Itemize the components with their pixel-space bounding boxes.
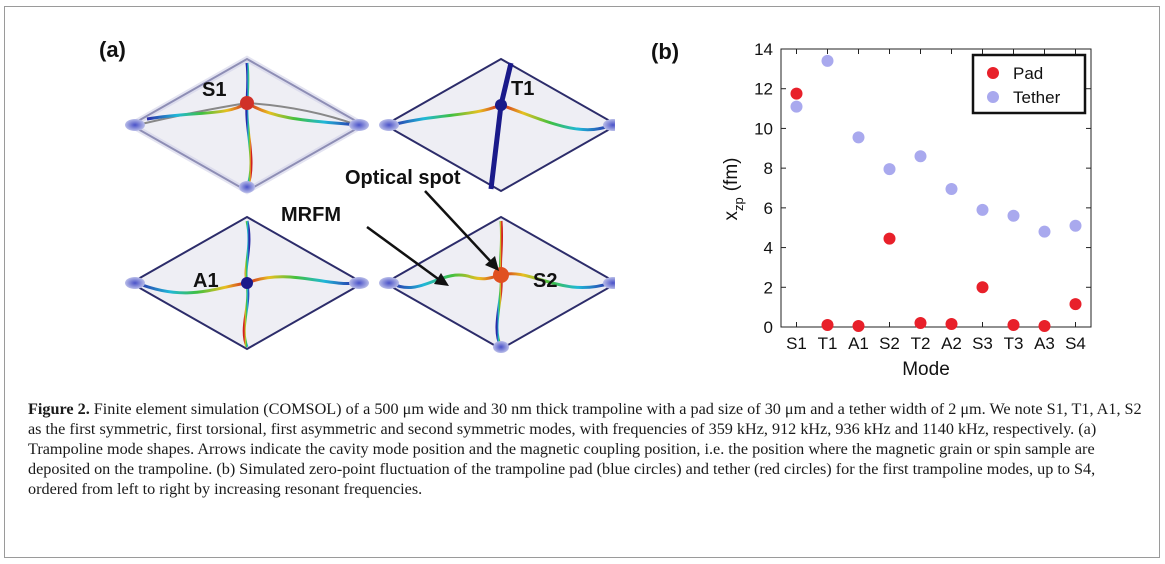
data-point-pad xyxy=(883,232,896,245)
x-tick-label: S4 xyxy=(1065,334,1086,353)
data-point-tether xyxy=(976,203,989,216)
data-point-tether xyxy=(914,150,927,163)
mode-label-t1: T1 xyxy=(511,78,534,100)
y-tick-label: 12 xyxy=(754,80,773,99)
data-point-pad xyxy=(914,317,927,330)
panel-a-mode-shapes: (a) S1 T1 xyxy=(99,37,615,353)
legend-marker-tether xyxy=(987,91,999,103)
data-point-tether xyxy=(883,163,896,176)
data-point-pad xyxy=(1038,320,1051,333)
data-point-pad xyxy=(852,320,865,333)
figure-caption: Figure 2. Finite element simulation (COM… xyxy=(28,399,1143,499)
figure-frame: (a) S1 T1 xyxy=(4,6,1160,558)
y-axis-label-main: x xyxy=(721,211,742,221)
data-point-pad xyxy=(821,319,834,332)
data-point-pad xyxy=(976,281,989,294)
arrow-optical-spot xyxy=(424,190,499,271)
data-point-tether xyxy=(852,131,865,144)
y-tick-label: 14 xyxy=(754,40,773,59)
panel-b-chart: (b) xzp (fm) Mode 0 2 4 6 8 10 12 14 S1 T1 A1 S2 T2 A2… xyxy=(651,39,1092,380)
y-tick-label: 0 xyxy=(764,318,773,337)
y-tick-label: 2 xyxy=(764,278,773,297)
data-point-tether xyxy=(945,182,958,195)
data-point-tether xyxy=(821,54,834,67)
x-axis-label: Mode xyxy=(902,359,950,380)
data-point-tether xyxy=(1038,225,1051,238)
svg-text:xzp(fm): xzp (fm) xyxy=(721,158,746,221)
y-tick-label: 4 xyxy=(764,239,773,258)
y-axis-label-unit: (fm) xyxy=(721,158,742,192)
panel-b-label: (b) xyxy=(651,39,679,64)
x-tick-label: S3 xyxy=(972,334,993,353)
x-tick-label: T3 xyxy=(1004,334,1024,353)
y-axis-label: xzp (fm) xyxy=(721,158,746,221)
data-point-tether xyxy=(1007,209,1020,222)
annotation-optical-spot: Optical spot xyxy=(345,167,461,189)
x-tick-label: S2 xyxy=(879,334,900,353)
x-tick-label: A2 xyxy=(941,334,962,353)
data-point-tether xyxy=(1069,219,1082,232)
plot-area-frame xyxy=(780,48,1092,328)
x-tick-label: S1 xyxy=(786,334,807,353)
legend-marker-pad xyxy=(987,67,999,79)
mode-label-s2: S2 xyxy=(533,270,557,292)
trampoline-a1: A1 xyxy=(125,215,369,351)
data-point-pad xyxy=(945,318,958,331)
y-tick-label: 10 xyxy=(754,119,773,138)
legend-label-pad: Pad xyxy=(1013,64,1043,83)
caption-text: Finite element simulation (COMSOL) of a … xyxy=(28,400,1142,498)
annotation-mrfm: MRFM xyxy=(281,204,341,226)
mode-label-s1: S1 xyxy=(202,79,226,101)
y-tick-label: 8 xyxy=(764,159,773,178)
panel-a-label: (a) xyxy=(99,37,126,62)
trampoline-t1: T1 xyxy=(379,57,615,193)
legend-box xyxy=(971,53,1087,115)
trampoline-s2: S2 xyxy=(379,215,615,353)
x-tick-label: T1 xyxy=(818,334,838,353)
arrow-mrfm xyxy=(366,225,449,286)
x-tick-label: A3 xyxy=(1034,334,1055,353)
data-point-pad xyxy=(1069,298,1082,311)
data-point-pad xyxy=(790,87,803,100)
y-axis-label-sub: zp xyxy=(731,197,746,211)
y-tick-label: 6 xyxy=(764,199,773,218)
data-point-tether xyxy=(790,100,803,113)
x-tick-label: T2 xyxy=(911,334,931,353)
caption-label: Figure 2. xyxy=(28,400,90,418)
legend-label-tether: Tether xyxy=(1013,88,1061,107)
trampoline-s1: S1 xyxy=(124,55,370,195)
mode-label-a1: A1 xyxy=(193,270,219,292)
x-tick-label: A1 xyxy=(848,334,869,353)
data-point-pad xyxy=(1007,319,1020,332)
